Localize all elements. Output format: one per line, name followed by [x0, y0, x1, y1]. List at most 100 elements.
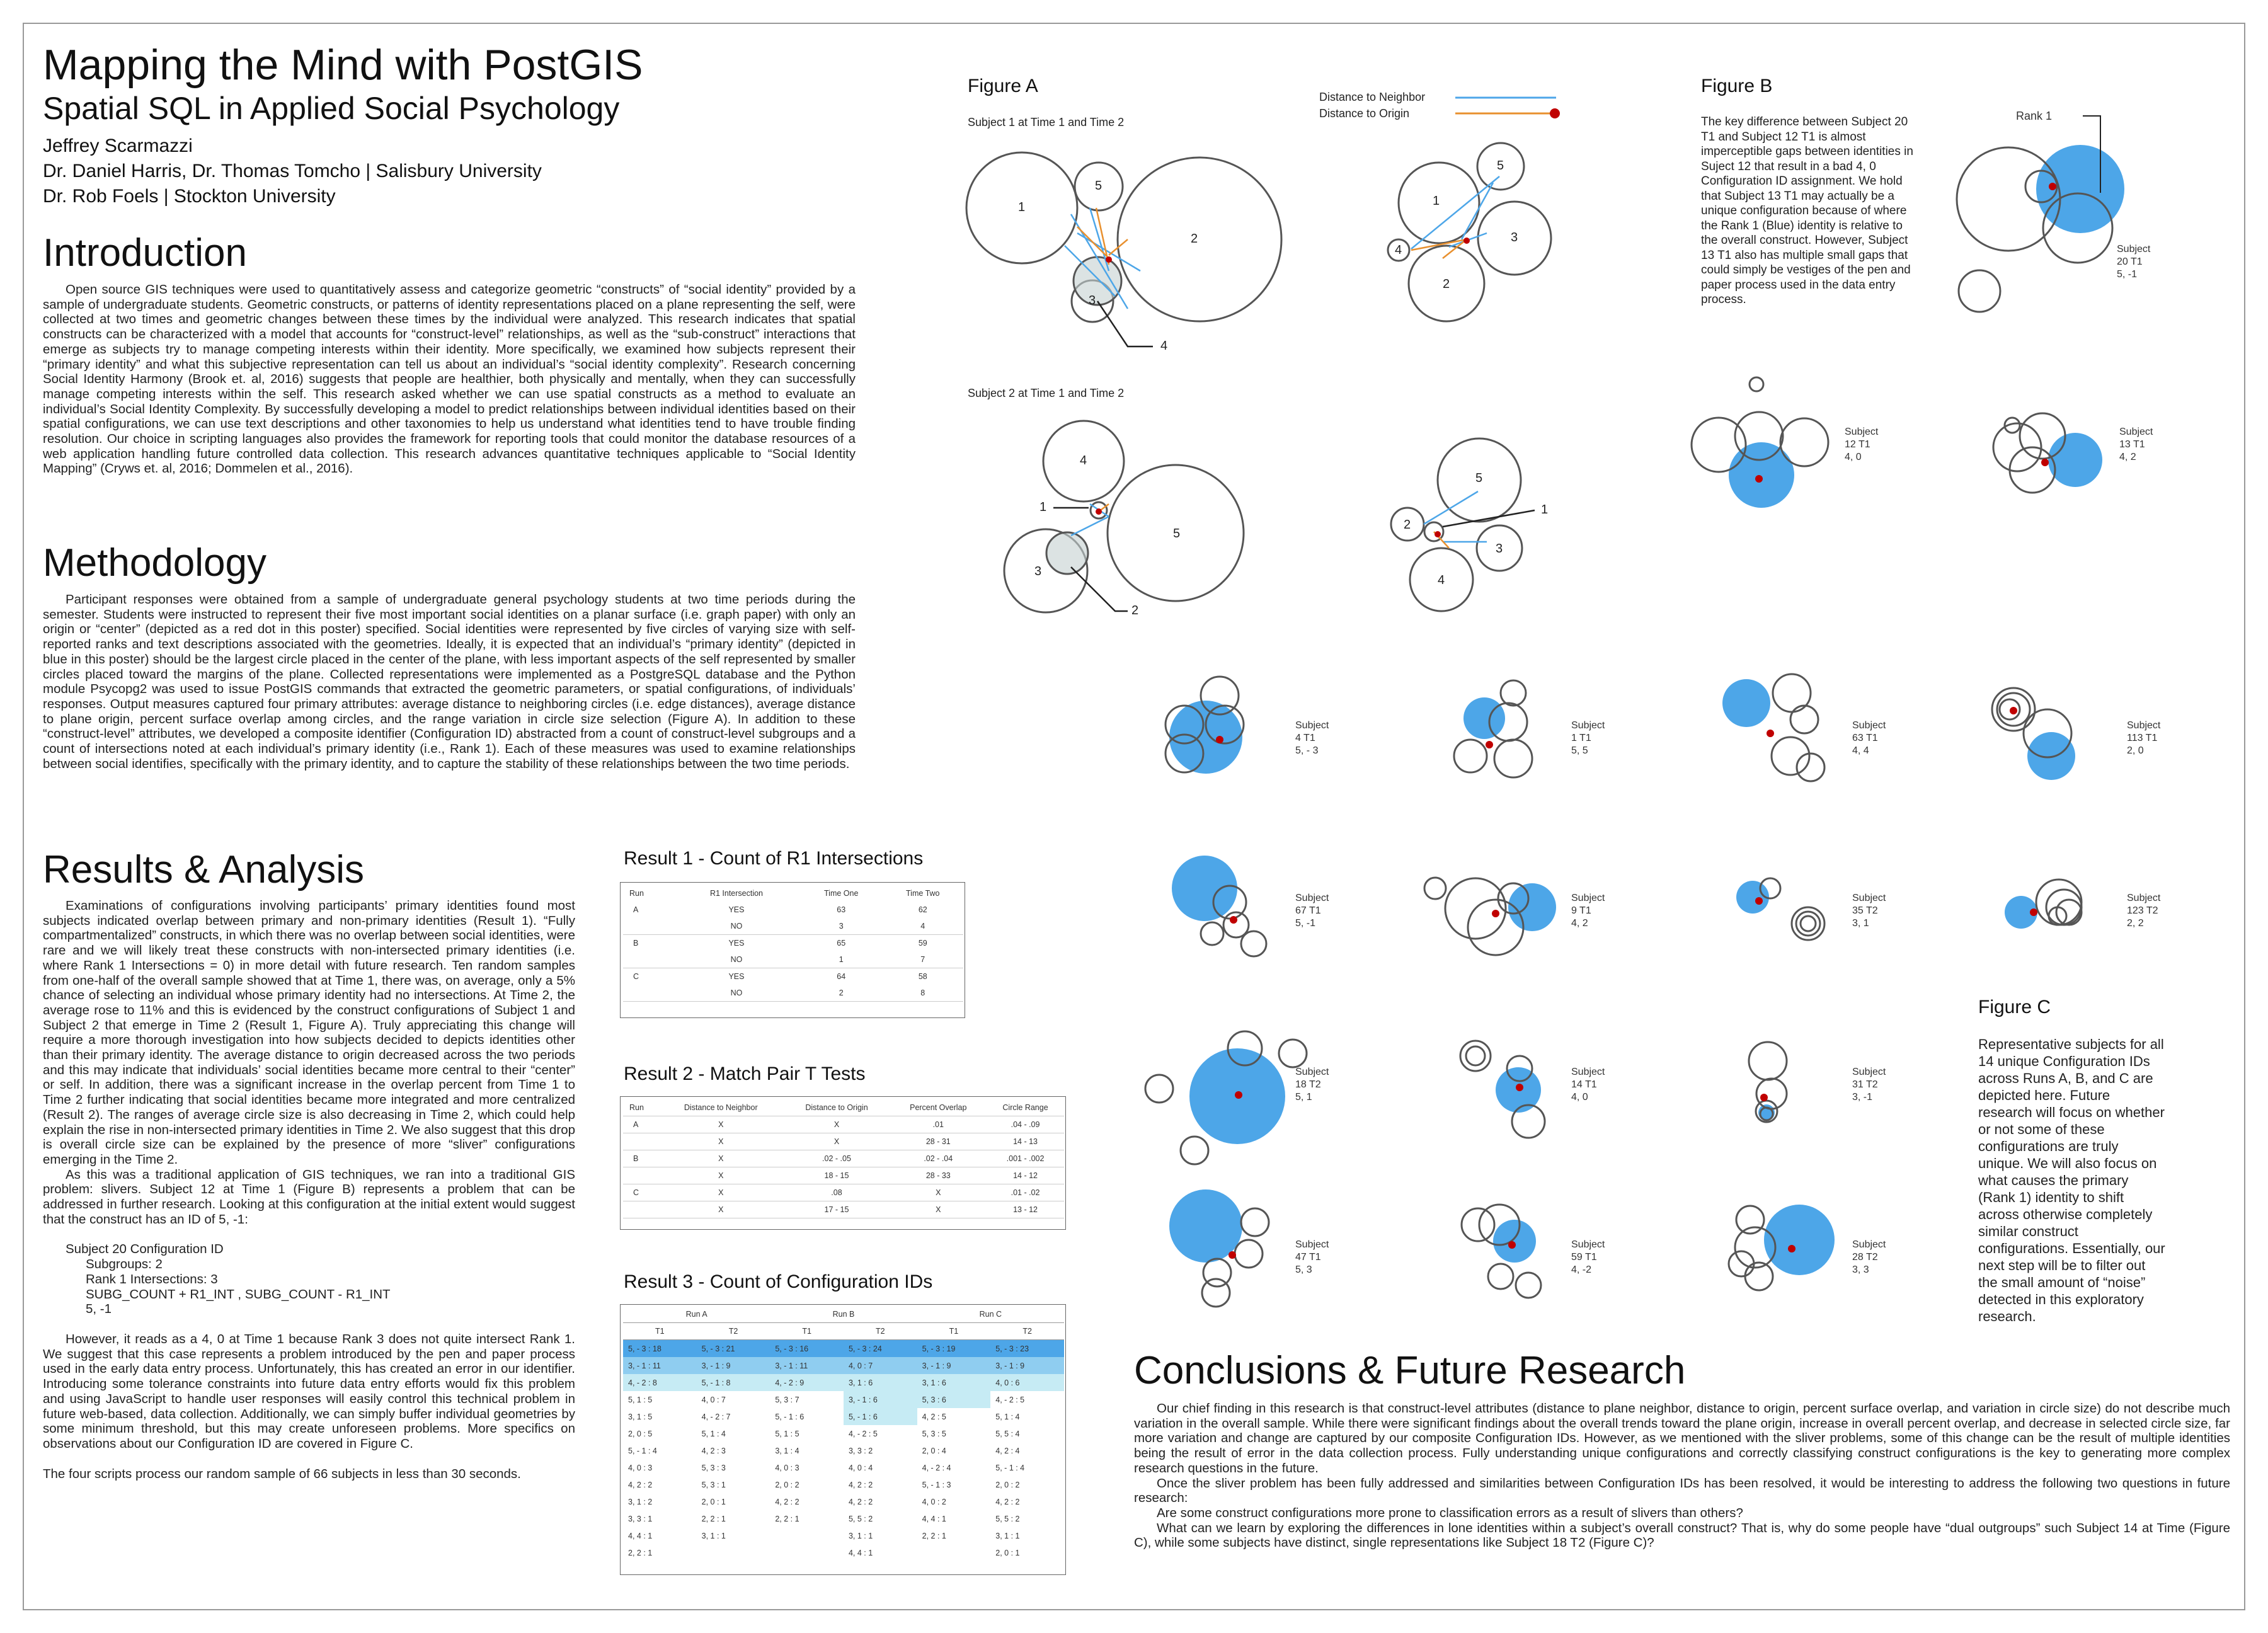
table-header-cell: Time Two [906, 889, 940, 898]
circle-label: 4 [1438, 573, 1445, 587]
table-cell: B [633, 1154, 639, 1163]
identity-circle [1459, 1040, 1492, 1072]
subject-caption: Subject 28 T2 3, 3 [1852, 1239, 1886, 1275]
leader-line [1070, 566, 1128, 612]
table-header-row: Run Distance to Neighbor Distance to Origi… [623, 1099, 1064, 1116]
table-header-cell: T1 [949, 1327, 959, 1336]
origin-dot [2049, 183, 2056, 190]
identity-circle [1477, 200, 1552, 276]
table-cell: YES [728, 905, 745, 914]
circle-label: 5 [1173, 527, 1181, 541]
table-row: 2, 0 : 5 5, 1 : 4 5, 1 : 5 4, - 2 : 5 5, 3 :… [623, 1425, 1064, 1442]
table-header-cell: T1 [655, 1327, 665, 1336]
config-line: 5, -1 [86, 1302, 112, 1317]
circle-label: 1 [1018, 200, 1026, 214]
table-cell: 1 [839, 955, 844, 964]
subject14-t1-construct [1459, 1040, 1546, 1139]
table-run-row: Run A Run B Run C [623, 1306, 1064, 1323]
table-run-header: Run B [832, 1310, 855, 1319]
identity-circle [1234, 1239, 1264, 1269]
conclusions-paragraph: Once the sliver problem has been fully a… [1134, 1475, 2230, 1506]
table-header-cell: T1 [802, 1327, 811, 1336]
identity-circle [1796, 752, 1826, 782]
table-cell: 18 - 15 [824, 1171, 849, 1180]
identity-circle [1278, 1038, 1308, 1069]
table-cell: 4, 2 : 5 [922, 1412, 946, 1421]
table-cell: 2, 0 : 4 [922, 1446, 946, 1455]
subject-caption: Subject 67 T1 5, -1 [1295, 893, 1329, 929]
table-cell: 3 [839, 922, 844, 931]
neighbor-line [1460, 182, 1494, 240]
table-cell: 4, 4 : 1 [922, 1514, 946, 1523]
table-cell: A [633, 905, 639, 914]
table-cell: 14 - 12 [1013, 1171, 1038, 1180]
figure-c-label: Figure C [1978, 997, 2051, 1017]
table-cell: 4, 2 : 2 [775, 1497, 799, 1506]
table-cell: 14 - 13 [1013, 1137, 1038, 1146]
subject1-t1-construct [965, 151, 1283, 323]
circle-label: 4 [1395, 243, 1402, 257]
identity-circle [1734, 411, 1784, 461]
table-cell: 5, 3 : 1 [701, 1480, 726, 1489]
subject28-t2-construct [1727, 1205, 1835, 1292]
identity-circle [1072, 256, 1123, 306]
table-cell: .04 - .09 [1011, 1120, 1040, 1129]
results-paragraph: The four scripts process our random samp… [43, 1466, 521, 1481]
table-cell: X [718, 1188, 724, 1197]
table-cell: .02 - .04 [924, 1154, 953, 1163]
origin-dot [1755, 897, 1763, 905]
subject1-t2-construct [1387, 142, 1552, 323]
circle-label: 1 [1541, 503, 1549, 517]
subject-caption: Subject 123 T2 2, 2 [2127, 893, 2161, 929]
circle-label: 4 [1160, 339, 1168, 353]
circle-label: 3 [1089, 294, 1096, 307]
identity-circle [1799, 915, 1817, 932]
origin-dot [1230, 916, 1237, 924]
table-header-cell: Run [629, 889, 644, 898]
table-cell: 4, 0 : 3 [775, 1463, 799, 1472]
neighbor-line [1423, 490, 1479, 525]
identity-circle [2048, 906, 2068, 926]
subject-caption: Subject 14 T1 4, 0 [1571, 1067, 1605, 1103]
table-cell: 4, - 2 : 5 [848, 1429, 878, 1438]
table-row: 4, - 2 : 8 5, - 1 : 8 4, - 2 : 9 3, 1 : 6 3,… [623, 1374, 1064, 1391]
table-cell: NO [730, 922, 743, 931]
introduction-heading: Introduction [43, 231, 247, 275]
identity-circle [1164, 733, 1205, 774]
results-paragraph: Examinations of configurations involving… [43, 898, 575, 1167]
table-row: 3, 1 : 5 4, - 2 : 7 5, - 1 : 6 5, - 1 : 6 4,… [623, 1408, 1064, 1425]
identity-circle [1444, 877, 1507, 940]
primary-identity [1169, 701, 1242, 774]
origin-dot [1508, 1241, 1516, 1249]
identity-circle [1227, 1030, 1263, 1067]
table-cell: 5, - 3 : 21 [696, 1339, 770, 1357]
circle-label: 2 [1404, 518, 1411, 532]
table-cell: 5, - 1 : 4 [995, 1463, 1025, 1472]
identity-circle [1779, 417, 1830, 467]
subject18-t2-construct [1144, 1030, 1308, 1166]
table-cell: X [833, 1137, 840, 1146]
neighbor-line [1064, 245, 1116, 297]
identity-circle [1506, 1055, 1533, 1082]
table-cell: 4, 4 : 1 [848, 1548, 873, 1557]
table-cell: 4, - 2 : 8 [623, 1374, 697, 1391]
table-cell: 5, - 1 : 6 [843, 1408, 917, 1425]
table-row: C YES 64 58 [623, 968, 963, 985]
subject35-t2-construct [1736, 877, 1826, 941]
table-row: 4, 2 : 2 5, 3 : 1 2, 0 : 2 4, 2 : 2 5, - 1 :… [623, 1476, 1064, 1493]
table-row: X 17 - 15 X 13 - 12 [623, 1201, 1064, 1218]
methodology-text: Participant responses were obtained from… [43, 592, 856, 771]
figure-a-label: Figure A [968, 76, 1038, 96]
conclusions-paragraph: Our chief finding in this research is th… [1134, 1401, 2230, 1475]
legend-origin-dot [1550, 108, 1560, 118]
identity-circle [1748, 376, 1765, 392]
table-cell: 3, 1 : 4 [775, 1446, 799, 1455]
identity-circle [1690, 416, 1747, 473]
table-cell: 2, 0 : 1 [701, 1497, 726, 1506]
identity-circle [1116, 156, 1283, 323]
subject-caption: Subject 4 T1 5, - 3 [1295, 720, 1329, 756]
result2-title: Result 2 - Match Pair T Tests [624, 1063, 866, 1084]
table-cell: 5, - 3 : 18 [623, 1339, 697, 1357]
primary-identity [1493, 1220, 1536, 1263]
primary-identity [1729, 442, 1794, 508]
